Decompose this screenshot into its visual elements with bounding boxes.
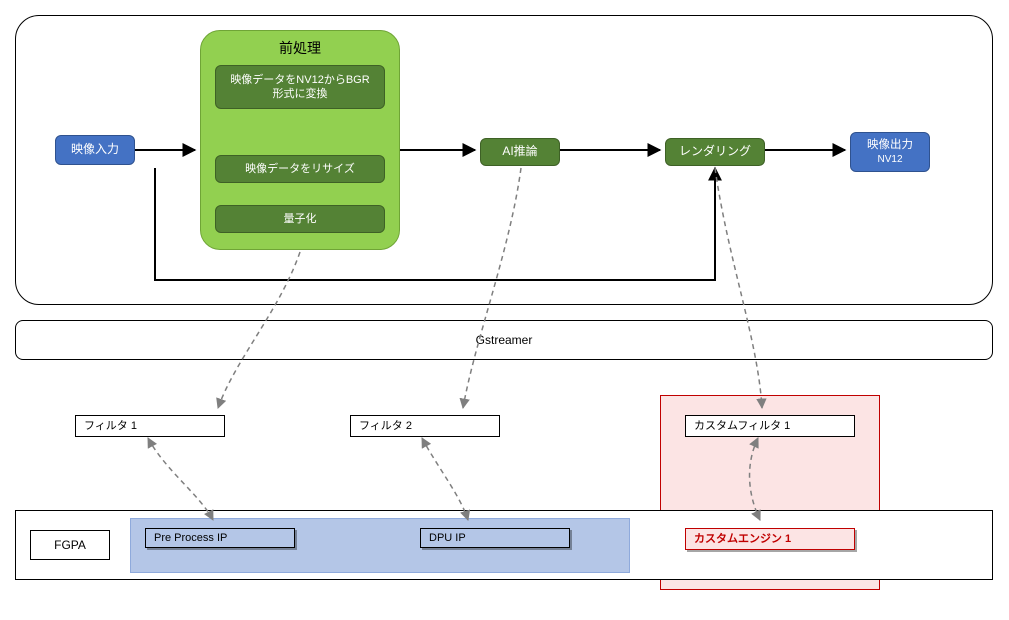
custom-filter-box: カスタムフィルタ 1 bbox=[685, 415, 855, 437]
preprocess-item-quantize-label: 量子化 bbox=[284, 212, 317, 226]
video-input-label: 映像入力 bbox=[71, 142, 119, 158]
preprocess-title: 前処理 bbox=[200, 38, 400, 58]
preprocess-ip-box: Pre Process IP bbox=[145, 528, 295, 548]
video-input-block: 映像入力 bbox=[55, 135, 135, 165]
preprocess-item-resize-label: 映像データをリサイズ bbox=[245, 162, 355, 176]
dpu-ip-label: DPU IP bbox=[429, 531, 466, 545]
fpga-label-text: FGPA bbox=[54, 538, 86, 552]
fpga-label-box: FGPA bbox=[30, 530, 110, 560]
filter1-label: フィルタ 1 bbox=[84, 419, 137, 433]
video-output-l2: NV12 bbox=[867, 153, 913, 166]
preprocess-item-convert: 映像データをNV12からBGR 形式に変換 bbox=[215, 65, 385, 109]
preprocess-item-convert-l2: 形式に変換 bbox=[230, 87, 369, 101]
dpu-ip-box: DPU IP bbox=[420, 528, 570, 548]
custom-engine-label: カスタムエンジン 1 bbox=[694, 532, 791, 546]
gstreamer-label: Gstreamer bbox=[476, 333, 533, 347]
rendering-label: レンダリング bbox=[679, 144, 751, 160]
ai-inference-label: AI推論 bbox=[502, 144, 537, 160]
preprocess-item-quantize: 量子化 bbox=[215, 205, 385, 233]
filter2-label: フィルタ 2 bbox=[359, 419, 412, 433]
custom-engine-box: カスタムエンジン 1 bbox=[685, 528, 855, 550]
gstreamer-box: Gstreamer bbox=[15, 320, 993, 360]
filter2-box: フィルタ 2 bbox=[350, 415, 500, 437]
preprocess-ip-label: Pre Process IP bbox=[154, 531, 227, 545]
filter1-box: フィルタ 1 bbox=[75, 415, 225, 437]
preprocess-item-convert-l1: 映像データをNV12からBGR bbox=[230, 73, 369, 87]
preprocess-item-resize: 映像データをリサイズ bbox=[215, 155, 385, 183]
video-output-l1: 映像出力 bbox=[867, 138, 913, 153]
video-output-block: 映像出力 NV12 bbox=[850, 132, 930, 172]
rendering-block: レンダリング bbox=[665, 138, 765, 166]
ai-inference-block: AI推論 bbox=[480, 138, 560, 166]
preprocess-title-text: 前処理 bbox=[279, 40, 321, 56]
custom-filter-label: カスタムフィルタ 1 bbox=[694, 419, 790, 433]
